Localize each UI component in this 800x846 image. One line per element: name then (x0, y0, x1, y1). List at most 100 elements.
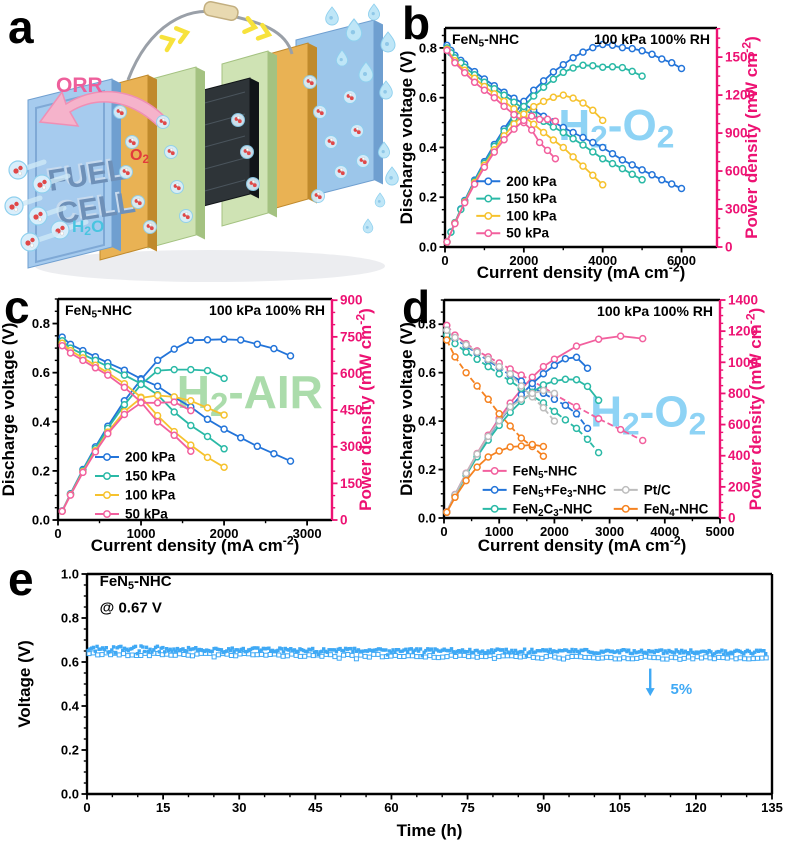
series-50-kpa (58, 341, 195, 516)
svg-text:75: 75 (460, 800, 474, 815)
condition-label: 100 kPa 100% RH (594, 31, 710, 47)
svg-text:FeN5-NHC: FeN5-NHC (513, 463, 578, 480)
svg-text:0.6: 0.6 (419, 90, 437, 105)
molecule-bubble (179, 209, 193, 223)
legend-item-2: 100 kPa (94, 488, 176, 503)
legend-item-1: FeN5+Fe3-NHC (482, 482, 607, 500)
watermark: H2-AIR (177, 366, 323, 424)
svg-text:15: 15 (156, 800, 170, 815)
orr-arrow: ORR (38, 74, 168, 128)
legend-item-1: 150 kPa (94, 469, 176, 484)
molecule-bubble (334, 165, 348, 179)
legend-item-0: FeN5-NHC (482, 463, 578, 481)
chart-stability-panel: 0 15 30 45 60 75 90 105 120 135 0.0 0.2 0.4 0.6 0.8 1.0… (0, 555, 800, 846)
molecule-bubble (131, 195, 145, 209)
svg-text:45: 45 (308, 800, 322, 815)
x-axis-title: Current density (mA cm-2) (478, 534, 687, 555)
svg-text:0: 0 (440, 524, 447, 539)
water-molecule-bubble (32, 173, 71, 194)
svg-text:120: 120 (685, 800, 707, 815)
svg-text:400: 400 (728, 448, 751, 463)
svg-text:0.8: 0.8 (419, 40, 437, 55)
electron-flow-icon (255, 22, 273, 41)
axes: 0 15 30 45 60 75 90 105 120 135 0.0 0.2 0.4 0.6 0.8 1.0… (15, 567, 783, 841)
svg-text:0.4: 0.4 (419, 140, 438, 155)
svg-text:450: 450 (340, 403, 363, 418)
svg-text:0: 0 (83, 800, 90, 815)
condition-label: 100 kPa 100% RH (597, 303, 713, 319)
svg-text:30: 30 (232, 800, 246, 815)
svg-text:FeN5+Fe3-NHC: FeN5+Fe3-NHC (513, 482, 607, 499)
chart-h2-o2-pressures-panel: 0 2000 4000 6000 0.0 0.2 0.4 0.6 0.8 0 300 600 900 12… (397, 0, 800, 285)
svg-text:600: 600 (728, 417, 751, 432)
svg-text:5%: 5% (671, 681, 693, 698)
panel-label-a: a (8, 1, 34, 53)
svg-text:0.0: 0.0 (419, 240, 437, 255)
svg-text:0: 0 (54, 526, 61, 541)
annotation-0: FeN5-NHC (100, 573, 172, 592)
watermark: H2-O2 (558, 101, 674, 155)
svg-text:0.6: 0.6 (61, 655, 79, 670)
molecule-bubble (240, 145, 254, 159)
legend-item-3: 50 kPa (476, 226, 550, 241)
water-droplet-icon (379, 80, 393, 100)
legend-item-0: 200 kPa (94, 450, 176, 465)
electron-flow-icon (159, 34, 177, 53)
svg-text:0.6: 0.6 (32, 365, 50, 380)
svg-text:50 kPa: 50 kPa (125, 507, 168, 522)
chart-d: 0 1000 2000 3000 4000 5000 0.0 0.2 0.4 0.6 0.8 0 200… (397, 293, 765, 556)
svg-text:Pt/C: Pt/C (644, 482, 671, 497)
svg-text:0.4: 0.4 (418, 414, 437, 429)
molecule-bubble (164, 145, 178, 159)
svg-text:200: 200 (728, 479, 751, 494)
svg-text:1400: 1400 (728, 293, 758, 308)
svg-text:60: 60 (384, 800, 398, 815)
svg-text:0.2: 0.2 (61, 743, 79, 758)
svg-text:1200: 1200 (725, 88, 755, 103)
chart-h2-o2-catalysts-panel: 0 1000 2000 3000 4000 5000 0.0 0.2 0.4 0.6 0.8 0 200… (397, 285, 800, 560)
annotation-1: @ 0.67 V (100, 600, 162, 617)
molecule-bubble (356, 154, 370, 168)
legend-item-2: 100 kPa (476, 208, 557, 223)
y-axis-title: Discharge voltage (V) (400, 51, 416, 225)
legend-item-2: FeN2C3-NHC (482, 501, 593, 519)
svg-text:150 kPa: 150 kPa (125, 469, 176, 484)
svg-text:200 kPa: 200 kPa (125, 450, 176, 465)
stability-band (86, 644, 769, 662)
svg-text:1000: 1000 (127, 526, 156, 541)
o2-label: O2 (130, 147, 149, 166)
y-axis-title: Discharge voltage (V) (400, 322, 416, 496)
svg-text:100 kPa: 100 kPa (506, 208, 557, 223)
svg-text:1000: 1000 (728, 355, 758, 370)
h2o-label: H2O (72, 217, 104, 238)
svg-text:1200: 1200 (728, 324, 758, 339)
svg-text:200 kPa: 200 kPa (506, 174, 557, 189)
water-droplet-icon (374, 192, 386, 208)
svg-text:600: 600 (340, 366, 363, 381)
water-droplet-icon (362, 218, 374, 234)
molecule-bubble (303, 75, 317, 89)
x-axis-title: Time (h) (397, 821, 463, 840)
orr-label: ORR (56, 74, 103, 97)
svg-text:0.0: 0.0 (61, 787, 79, 802)
svg-text:900: 900 (340, 293, 363, 308)
electron-flow-icon (173, 26, 191, 45)
svg-text:3000: 3000 (293, 526, 322, 541)
svg-text:0.6: 0.6 (418, 365, 436, 380)
chart-title: FeN5-NHC (452, 31, 519, 50)
right-axis-title: Power density (mW cm-2) (354, 308, 375, 511)
svg-text:0.0: 0.0 (32, 513, 50, 528)
svg-text:2000: 2000 (540, 524, 569, 539)
catalyst-membrane (195, 77, 259, 209)
molecule-bubble (246, 177, 260, 191)
svg-text:0: 0 (441, 253, 448, 268)
svg-text:0: 0 (728, 511, 736, 526)
svg-text:6000: 6000 (667, 253, 696, 268)
series-fen4-nhc (443, 336, 548, 517)
right-axis-title: Power density (mW cm-2) (740, 36, 761, 239)
svg-text:900: 900 (725, 126, 748, 141)
panel-label-d: d (402, 281, 431, 333)
end-plate-front (27, 78, 121, 269)
panel-label-e: e (8, 553, 34, 605)
load-connector (203, 0, 239, 22)
